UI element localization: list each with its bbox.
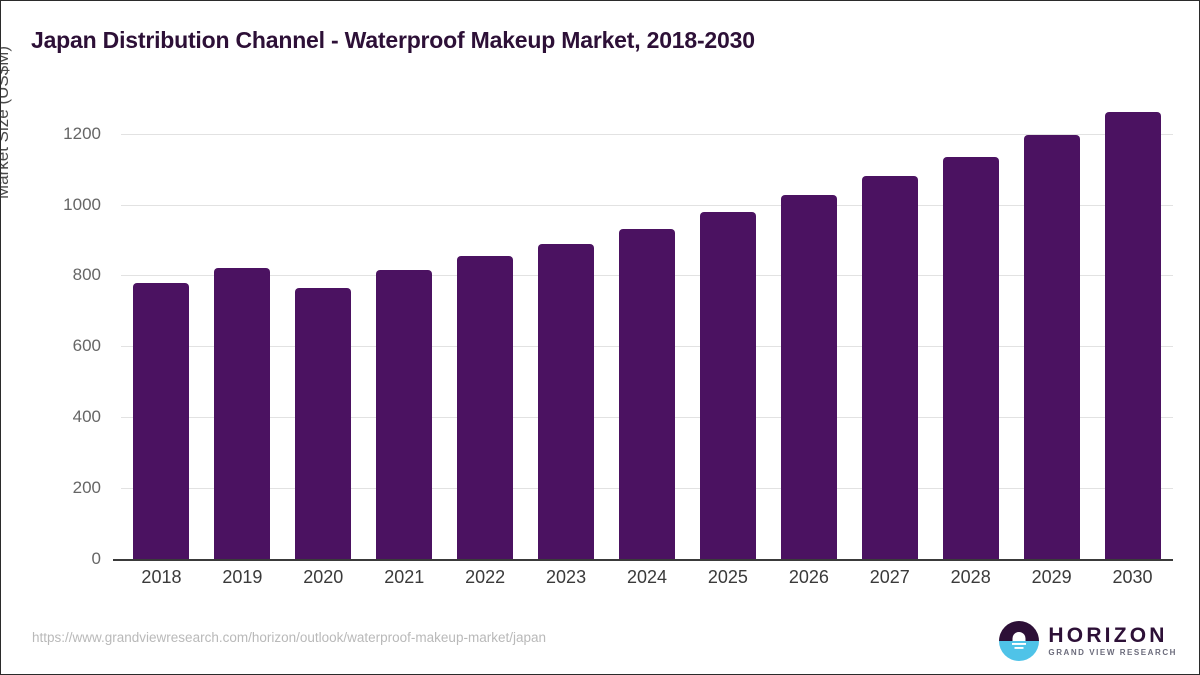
y-tick-label: 200 [72,478,101,498]
x-tick-label: 2029 [1031,567,1072,587]
logo-wordmark: HORIZON [1048,624,1168,647]
x-tick-label: 2024 [626,567,668,587]
x-tick-label: 2018 [141,567,182,587]
page-title: Japan Distribution Channel - Waterproof … [31,27,755,53]
bar[interactable] [295,287,352,559]
bar[interactable] [214,268,271,559]
bar[interactable] [1104,112,1161,559]
x-tick-label: 2025 [707,567,748,587]
bar[interactable] [780,195,837,559]
bar[interactable] [861,176,918,559]
x-tick-label: 2021 [384,567,425,587]
gridline [121,133,1173,135]
y-tick-label: 800 [72,265,101,285]
x-tick-label: 2020 [303,567,344,587]
x-tick-label: 2022 [465,567,506,587]
x-axis-line [113,558,1173,561]
bar[interactable] [457,255,514,559]
source-url[interactable]: https://www.grandviewresearch.com/horizo… [32,630,546,645]
y-tick-label: 1200 [63,123,101,143]
y-tick-label: 400 [72,407,101,427]
bar[interactable] [376,270,433,559]
horizon-logo-text: HORIZON GRAND VIEW RESEARCH [1048,625,1177,657]
y-tick-label: 600 [72,336,101,356]
x-tick-label: 2027 [869,567,910,587]
x-tick-label: 2019 [222,567,263,587]
x-tick-label: 2030 [1112,567,1153,587]
horizon-logo-icon [999,621,1040,661]
gridline [121,204,1173,206]
y-axis-title: Market Size (US$M) [0,45,12,199]
bar[interactable] [699,211,756,559]
x-tick-label: 2026 [788,567,829,587]
horizon-logo: HORIZON GRAND VIEW RESEARCH [999,619,1177,663]
x-tick-label: 2028 [950,567,991,587]
bar[interactable] [133,283,190,559]
bar[interactable] [619,228,675,559]
x-tick-label: 2023 [546,567,587,587]
plot-area [121,112,1173,559]
bar[interactable] [1023,135,1080,559]
logo-tagline: GRAND VIEW RESEARCH [1048,648,1177,657]
bar[interactable] [942,156,999,559]
y-tick-label: 0 [91,549,101,568]
y-tick-label: 1000 [63,194,101,214]
bar[interactable] [538,243,595,559]
